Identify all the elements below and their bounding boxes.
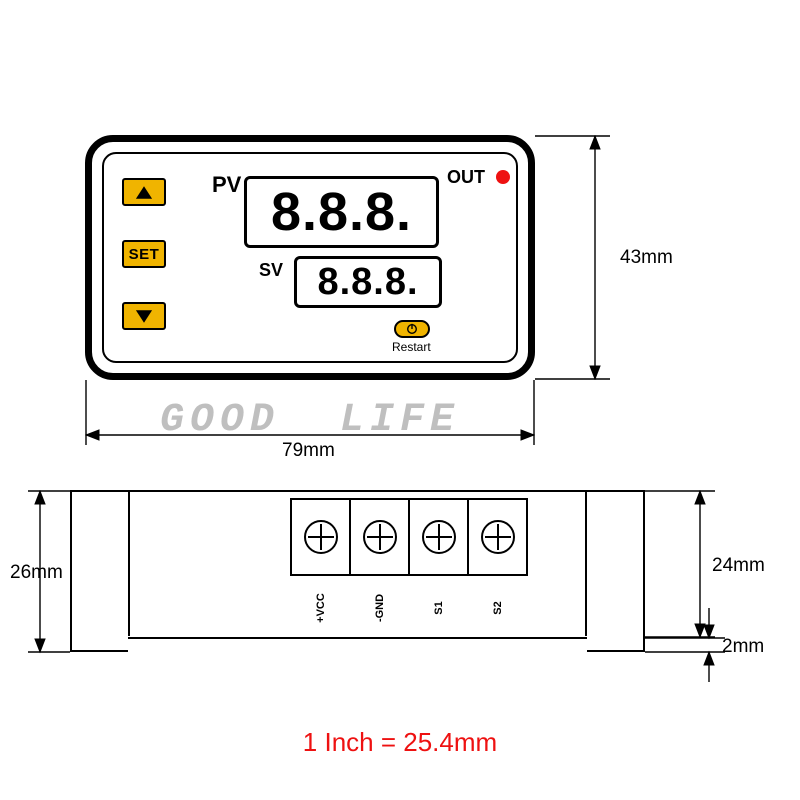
up-button[interactable]	[122, 178, 166, 206]
terminal-label: +VCC	[315, 593, 327, 623]
terminal-s1: S1	[410, 500, 469, 574]
pv-label: PV	[212, 172, 241, 198]
pv-display: 8.8.8.	[244, 176, 439, 248]
diagram-canvas: SET PV OUT 8.8.8. SV 8.8.8.	[0, 0, 800, 800]
rear-panel: +VCC -GND S1 S2	[70, 490, 645, 652]
screw-icon	[304, 520, 338, 554]
terminal-s2: S2	[469, 500, 526, 574]
sv-display: 8.8.8.	[294, 256, 442, 308]
terminal-gnd: -GND	[351, 500, 410, 574]
terminal-label: -GND	[374, 594, 386, 622]
out-label: OUT	[447, 167, 485, 188]
arrow-up-icon	[135, 185, 153, 200]
screw-icon	[363, 520, 397, 554]
terminal-block: +VCC -GND S1 S2	[290, 498, 528, 576]
power-icon	[406, 323, 418, 335]
screw-icon	[481, 520, 515, 554]
dim-rear-height-left-text: 26mm	[10, 562, 63, 584]
front-panel: SET PV OUT 8.8.8. SV 8.8.8.	[85, 135, 535, 380]
sv-digits: 8.8.8.	[317, 261, 418, 304]
set-button-label: SET	[129, 246, 160, 263]
dim-flange-text: 2mm	[722, 636, 764, 658]
rear-panel-body: +VCC -GND S1 S2	[128, 492, 587, 636]
pv-digits: 8.8.8.	[271, 181, 412, 243]
terminal-label: S1	[433, 601, 445, 614]
dim-front-height-text: 43mm	[620, 247, 673, 269]
dim-front-width-text: 79mm	[282, 440, 335, 462]
terminal-vcc: +VCC	[292, 500, 351, 574]
arrow-down-icon	[135, 309, 153, 324]
rear-flange	[128, 637, 587, 653]
footer-note: 1 Inch = 25.4mm	[0, 727, 800, 758]
front-panel-inner: SET PV OUT 8.8.8. SV 8.8.8.	[102, 152, 518, 363]
dim-rear-height-right-text: 24mm	[712, 555, 765, 577]
terminal-label: S2	[492, 601, 504, 614]
down-button[interactable]	[122, 302, 166, 330]
watermark: GOOD LIFE	[160, 398, 460, 443]
restart-button[interactable]	[394, 320, 430, 338]
set-button[interactable]: SET	[122, 240, 166, 268]
screw-icon	[422, 520, 456, 554]
restart-label: Restart	[392, 340, 431, 354]
out-indicator	[496, 170, 510, 184]
sv-label: SV	[259, 260, 283, 281]
